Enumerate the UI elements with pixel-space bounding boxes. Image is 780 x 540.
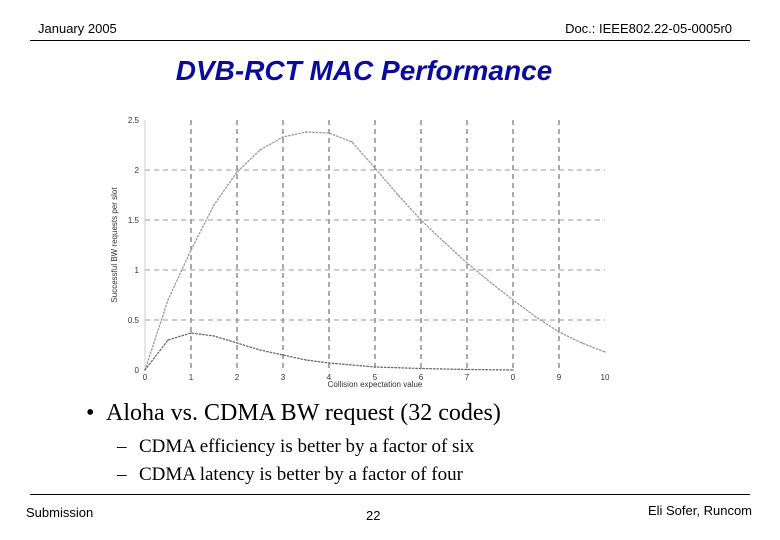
data-point (374, 366, 376, 368)
footer-rule (30, 494, 750, 495)
data-point (489, 281, 491, 283)
data-point (305, 131, 307, 133)
subbullet-2: – CDMA latency is better by a factor of f… (117, 464, 463, 486)
x-tick-label: 10 (601, 373, 610, 382)
data-point (581, 342, 583, 344)
data-point (282, 136, 284, 138)
slide-title: DVB-RCT MAC Performance (175, 55, 553, 86)
header-doc-id: Doc.: IEEE802.22-05-0005r0 (565, 21, 732, 36)
bullet-text: Aloha vs. CDMA BW request (32 codes) (106, 400, 501, 426)
bullet-main: • Aloha vs. CDMA BW request (32 codes) (86, 400, 501, 427)
x-tick-label: 2 (235, 373, 240, 382)
y-tick-label: 2 (135, 166, 140, 175)
data-point (259, 349, 261, 351)
x-tick-label: 5 (373, 373, 378, 382)
dash-marker: – (117, 464, 127, 485)
data-point (328, 362, 330, 364)
data-point (236, 171, 238, 173)
data-point (397, 194, 399, 196)
x-tick-label: 0 (143, 373, 148, 382)
data-point (213, 335, 215, 337)
subbullet-text: CDMA latency is better by a factor of fo… (139, 464, 463, 485)
data-point (167, 339, 169, 341)
data-point (535, 316, 537, 318)
data-point (351, 141, 353, 143)
bullet-marker: • (86, 400, 95, 426)
subbullet-text: CDMA efficiency is better by a factor of… (139, 436, 475, 457)
y-tick-label: 0.5 (128, 316, 140, 325)
chart-x-label: Collision expectation value (328, 380, 423, 389)
y-tick-label: 1 (135, 266, 140, 275)
x-tick-label: 6 (419, 373, 424, 382)
data-point (512, 299, 514, 301)
data-point (190, 249, 192, 251)
data-point (420, 367, 422, 370)
series-line-1 (144, 131, 606, 371)
header-date: January 2005 (38, 21, 117, 36)
header-rule (30, 40, 750, 41)
data-point (190, 332, 192, 334)
footer-page-number: 22 (366, 508, 381, 523)
x-tick-label: 4 (327, 373, 332, 382)
data-point (374, 167, 376, 169)
data-point (443, 241, 445, 243)
x-tick-label: 0 (511, 373, 516, 382)
performance-chart: 0 1 2 3 4 5 6 7 0 9 10 0 0.5 1 1.5 2 2.5 Collision expec… (110, 116, 610, 389)
data-point (282, 354, 284, 356)
x-tick-label: 1 (189, 373, 194, 382)
y-tick-label: 1.5 (128, 216, 140, 225)
data-point (512, 369, 514, 371)
chart-y-label: Successful BW requests per slot (110, 187, 119, 303)
footer-submission: Submission (26, 505, 94, 520)
data-point (236, 342, 238, 344)
dash-marker: – (117, 436, 127, 457)
y-tick-label: 2.5 (128, 116, 140, 125)
data-point (328, 132, 330, 134)
x-tick-label: 3 (281, 373, 286, 382)
chart-series (144, 131, 606, 371)
data-point (558, 331, 560, 333)
data-point (466, 368, 468, 371)
data-point (213, 204, 215, 206)
x-tick-label: 7 (465, 373, 470, 382)
data-point (144, 369, 146, 371)
data-point (420, 219, 422, 221)
data-point (604, 351, 606, 353)
chart-grid (145, 120, 605, 370)
data-point (259, 149, 261, 151)
x-tick-label: 9 (557, 373, 562, 382)
footer-author: Eli Sofer, Runcom (647, 503, 752, 518)
subbullet-1: – CDMA efficiency is better by a factor o… (117, 436, 474, 458)
data-point (167, 299, 169, 301)
data-point (466, 262, 468, 264)
y-tick-label: 0 (135, 366, 140, 375)
chart-axes: 0 1 2 3 4 5 6 7 0 9 10 0 0.5 1 1.5 2 2.5 (128, 116, 610, 382)
data-point (305, 359, 307, 361)
